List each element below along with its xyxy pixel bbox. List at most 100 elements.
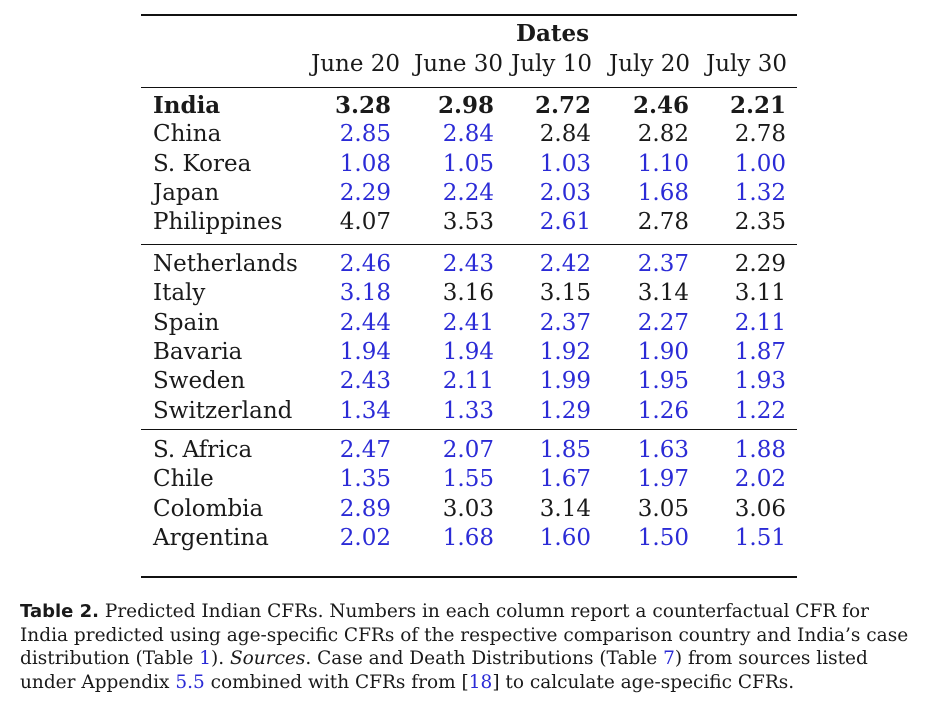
cfr-value: 2.98 bbox=[437, 92, 494, 119]
cfr-value: 1.68 bbox=[637, 179, 689, 206]
table-row: Philippines 4.07 3.53 2.61 2.78 2.35 bbox=[141, 208, 797, 237]
cfr-value: 2.84 bbox=[442, 121, 494, 148]
cfr-value: 2.11 bbox=[734, 309, 786, 336]
caption-text: . Case and Death Distributions (Table bbox=[305, 648, 664, 669]
table-top-rule bbox=[141, 14, 797, 16]
dates-header: Dates bbox=[516, 20, 590, 47]
table-caption: Table 2. Predicted Indian CFRs. Numbers … bbox=[20, 600, 920, 694]
cfr-value: 3.11 bbox=[734, 280, 786, 307]
country-name: Colombia bbox=[153, 495, 264, 522]
caption-text: combined with CFRs from [ bbox=[204, 671, 469, 693]
cfr-value: 2.46 bbox=[339, 251, 391, 277]
caption-text: ) from sources listed under Appendix bbox=[20, 648, 868, 693]
cfr-value: 1.05 bbox=[442, 150, 494, 177]
table-row: S. Korea 1.08 1.05 1.03 1.10 1.00 bbox=[141, 150, 797, 179]
country-name: S. Korea bbox=[153, 150, 252, 177]
cfr-value: 3.16 bbox=[442, 280, 494, 307]
caption-text: ). bbox=[211, 648, 230, 669]
table-row: Sweden 2.43 2.11 1.99 1.95 1.93 bbox=[141, 367, 797, 396]
country-name: Netherlands bbox=[153, 251, 298, 277]
cfr-value: 1.03 bbox=[539, 150, 591, 177]
header-rule bbox=[141, 87, 797, 88]
table-row: Bavaria 1.94 1.94 1.92 1.90 1.87 bbox=[141, 338, 797, 367]
cfr-value: 1.95 bbox=[637, 368, 689, 395]
cfr-value: 1.92 bbox=[539, 338, 591, 365]
cfr-value: 1.26 bbox=[637, 397, 689, 424]
table-ref-link[interactable]: 1 bbox=[199, 648, 212, 669]
cfr-value: 3.14 bbox=[539, 495, 591, 522]
column-header: July 30 bbox=[706, 51, 787, 77]
country-name: India bbox=[153, 92, 221, 119]
table-row: China 2.85 2.84 2.84 2.82 2.78 bbox=[141, 120, 797, 149]
cfr-value: 1.63 bbox=[637, 437, 689, 463]
column-header: June 20 bbox=[311, 51, 401, 77]
country-name: Argentina bbox=[153, 524, 269, 551]
cfr-value: 1.35 bbox=[339, 466, 391, 493]
cfr-value: 1.99 bbox=[539, 368, 591, 395]
country-name: Chile bbox=[153, 466, 214, 493]
cfr-value: 2.82 bbox=[637, 121, 689, 148]
table-row: Italy 3.18 3.16 3.15 3.14 3.11 bbox=[141, 279, 797, 308]
cfr-value: 2.29 bbox=[339, 179, 391, 206]
table-ref-link[interactable]: 7 bbox=[663, 648, 675, 669]
cfr-value: 2.84 bbox=[539, 121, 591, 148]
country-name: Sweden bbox=[153, 368, 246, 395]
group-separator-rule bbox=[141, 244, 797, 245]
sources-label: Sources bbox=[230, 648, 306, 669]
cfr-value: 3.14 bbox=[637, 280, 689, 307]
citation-link[interactable]: 18 bbox=[468, 671, 493, 693]
cfr-value: 2.89 bbox=[339, 495, 391, 522]
column-header: July 20 bbox=[609, 51, 690, 77]
table-row: Chile 1.35 1.55 1.67 1.97 2.02 bbox=[141, 465, 797, 494]
table-row: Colombia 2.89 3.03 3.14 3.05 3.06 bbox=[141, 495, 797, 524]
cfr-value: 1.93 bbox=[734, 368, 786, 395]
cfr-value: 2.03 bbox=[539, 179, 591, 206]
cfr-value: 2.42 bbox=[539, 251, 591, 277]
cfr-value: 2.21 bbox=[729, 92, 786, 119]
cfr-value: 3.53 bbox=[442, 209, 494, 236]
cfr-value: 2.02 bbox=[734, 466, 786, 493]
cfr-value: 3.28 bbox=[334, 92, 391, 119]
country-name: Philippines bbox=[153, 209, 283, 236]
cfr-value: 1.67 bbox=[539, 466, 591, 493]
cfr-value: 1.10 bbox=[637, 150, 689, 177]
caption-label: Table 2. bbox=[20, 601, 99, 622]
caption-text: ] to calculate age-specific CFRs. bbox=[492, 671, 795, 693]
table-row: Netherlands 2.46 2.43 2.42 2.37 2.29 bbox=[141, 250, 797, 279]
cfr-value: 2.24 bbox=[442, 179, 494, 206]
table-bottom-rule bbox=[141, 576, 797, 578]
cfr-value: 3.06 bbox=[734, 495, 786, 522]
country-name: Japan bbox=[153, 179, 220, 206]
cfr-value: 1.33 bbox=[442, 397, 494, 424]
table-row: S. Africa 2.47 2.07 1.85 1.63 1.88 bbox=[141, 436, 797, 465]
cfr-value: 2.41 bbox=[442, 309, 494, 336]
cfr-value: 1.60 bbox=[539, 524, 591, 551]
cfr-value: 2.37 bbox=[539, 309, 591, 336]
caption-text: Predicted Indian CFRs. Numbers in each c… bbox=[20, 601, 909, 669]
cfr-value: 2.61 bbox=[539, 209, 591, 236]
table-row: Argentina 2.02 1.68 1.60 1.50 1.51 bbox=[141, 524, 797, 553]
cfr-value: 1.22 bbox=[734, 397, 786, 424]
cfr-value: 3.03 bbox=[442, 495, 494, 522]
cfr-value: 1.32 bbox=[734, 179, 786, 206]
table-row: India 3.28 2.98 2.72 2.46 2.21 bbox=[141, 91, 797, 120]
cfr-value: 2.02 bbox=[339, 524, 391, 551]
cfr-value: 3.15 bbox=[539, 280, 591, 307]
column-header-row: June 20 June 30 July 10 July 20 July 30 bbox=[141, 50, 797, 79]
column-header: June 30 bbox=[414, 51, 504, 77]
cfr-value: 2.72 bbox=[534, 92, 591, 119]
cfr-value: 1.85 bbox=[539, 437, 591, 463]
cfr-value: 2.43 bbox=[339, 368, 391, 395]
cfr-value: 2.29 bbox=[734, 251, 786, 277]
country-name: China bbox=[153, 121, 222, 148]
cfr-value: 1.87 bbox=[734, 338, 786, 365]
cfr-value: 1.50 bbox=[637, 524, 689, 551]
cfr-value: 2.43 bbox=[442, 251, 494, 277]
group-separator-rule bbox=[141, 429, 797, 430]
appendix-ref-link[interactable]: 5.5 bbox=[175, 671, 205, 693]
cfr-value: 1.00 bbox=[734, 150, 786, 177]
cfr-value: 2.78 bbox=[637, 209, 689, 236]
cfr-value: 2.11 bbox=[442, 368, 494, 395]
cfr-value: 1.90 bbox=[637, 338, 689, 365]
cfr-value: 2.07 bbox=[442, 437, 494, 463]
